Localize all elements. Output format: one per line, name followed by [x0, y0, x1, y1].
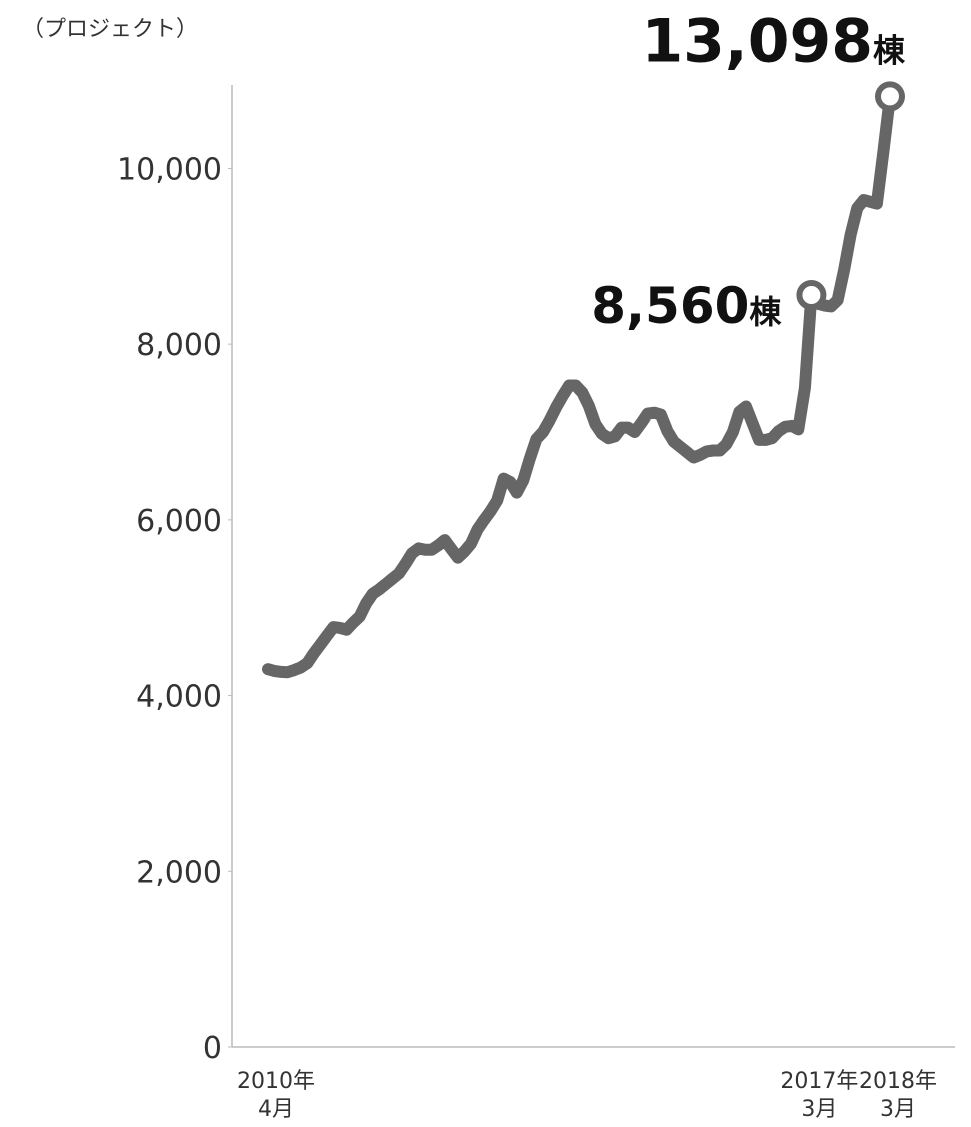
- x-tick-label-line: 2018年: [859, 1069, 937, 1094]
- x-tick-label-line: 3月: [880, 1097, 916, 1122]
- highlight-point: [875, 81, 905, 112]
- y-tick-label: 0: [203, 1031, 222, 1066]
- highlight-point: [796, 279, 827, 310]
- y-axis-label: （プロジェクト）: [22, 17, 198, 42]
- x-tick-label-line: 2010年: [237, 1069, 315, 1094]
- annotation-number: 8,560: [591, 277, 749, 335]
- y-tick-label: 8,000: [136, 328, 222, 363]
- x-tick-label-line: 4月: [258, 1097, 294, 1122]
- y-tick-label: 6,000: [136, 504, 222, 539]
- x-tick-label: 2018年 3月: [859, 1069, 937, 1122]
- x-tick-label: 2017年 3月: [780, 1069, 858, 1122]
- line: [262, 90, 896, 679]
- annotation: 8,560棟: [591, 277, 782, 335]
- y-tick-label: 2,000: [136, 855, 222, 890]
- y-tick-label: 4,000: [136, 680, 222, 715]
- annotation-number: 13,098: [641, 6, 873, 76]
- x-tick-label-line: 2017年: [780, 1069, 858, 1094]
- y-tick-label: 10,000: [117, 152, 222, 187]
- annotation-unit: 棟: [873, 31, 906, 69]
- annotation-unit: 棟: [749, 293, 782, 331]
- annotation: 13,098棟: [641, 6, 906, 76]
- x-tick-label: 2010年 4月: [237, 1069, 315, 1122]
- x-tick-label-line: 3月: [801, 1097, 837, 1122]
